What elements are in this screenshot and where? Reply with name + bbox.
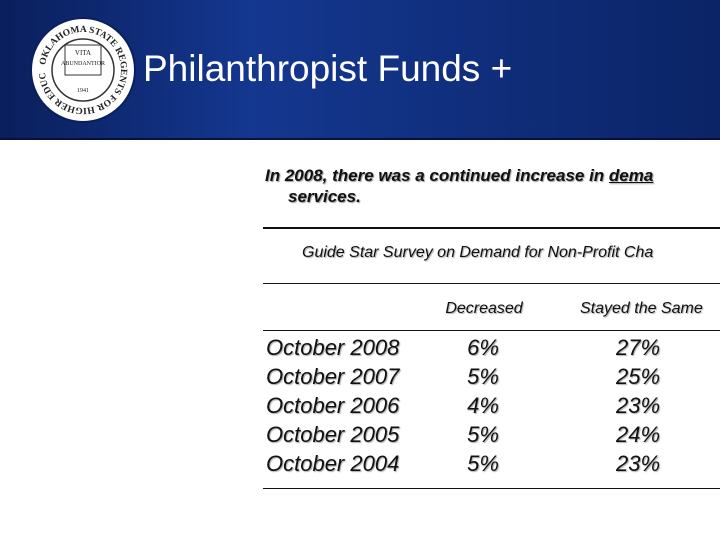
intro-text: In 2008, there was a continued increase … [265, 166, 609, 185]
column-header: Stayed the Same [580, 300, 703, 317]
row-label: October 2006 [266, 393, 400, 418]
table-title: Guide Star Survey on Demand for Non-Prof… [302, 244, 654, 261]
table-cell: 27% [615, 335, 661, 360]
intro-line: In 2008, there was a continued increase … [265, 166, 653, 186]
table-cell: 4% [467, 393, 499, 418]
logo-book [64, 44, 102, 76]
rule [263, 227, 720, 229]
intro-line: services. [288, 187, 361, 206]
logo-inner [51, 38, 115, 102]
slide-title: Philanthropist Funds + [143, 48, 513, 89]
row-label: October 2007 [266, 364, 400, 389]
intro-underlined: dema [608, 166, 654, 185]
rule [263, 488, 720, 489]
table-cell: 5% [467, 422, 499, 447]
row-label: October 2004 [266, 451, 400, 476]
row-label: October 2005 [266, 422, 400, 447]
table-cell: 23% [615, 393, 661, 418]
logo: OKLAHOMA STATE REGENTS FOR HIGHER EDUCAT… [28, 15, 136, 123]
rule [263, 283, 720, 284]
rule [263, 330, 720, 331]
table-cell: 5% [467, 451, 499, 476]
logo-year: 1941 [77, 88, 89, 94]
column-header: Decreased [445, 300, 523, 317]
row-label: October 2008 [266, 335, 400, 360]
table-cell: 24% [615, 422, 661, 447]
logo-motto: VITA [75, 49, 91, 57]
table-cell: 25% [615, 364, 661, 389]
table-cell: 5% [467, 364, 499, 389]
header-bar: OKLAHOMA STATE REGENTS FOR HIGHER EDUCAT… [0, 0, 720, 140]
table-cell: 6% [467, 335, 499, 360]
table-cell: 23% [615, 451, 661, 476]
logo-motto: ABUNDANTIOR [61, 61, 105, 67]
